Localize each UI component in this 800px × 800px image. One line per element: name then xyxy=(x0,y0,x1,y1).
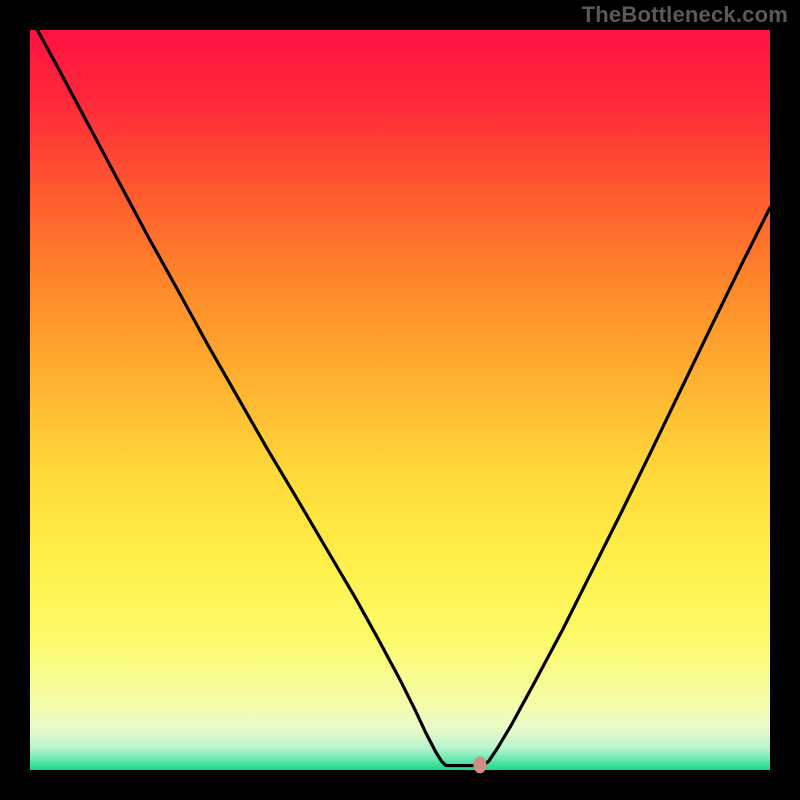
plot-area xyxy=(30,30,770,770)
chart-container: TheBottleneck.com xyxy=(0,0,800,800)
bottleneck-chart xyxy=(0,0,800,800)
watermark-text: TheBottleneck.com xyxy=(582,2,788,28)
optimum-marker xyxy=(473,756,486,773)
